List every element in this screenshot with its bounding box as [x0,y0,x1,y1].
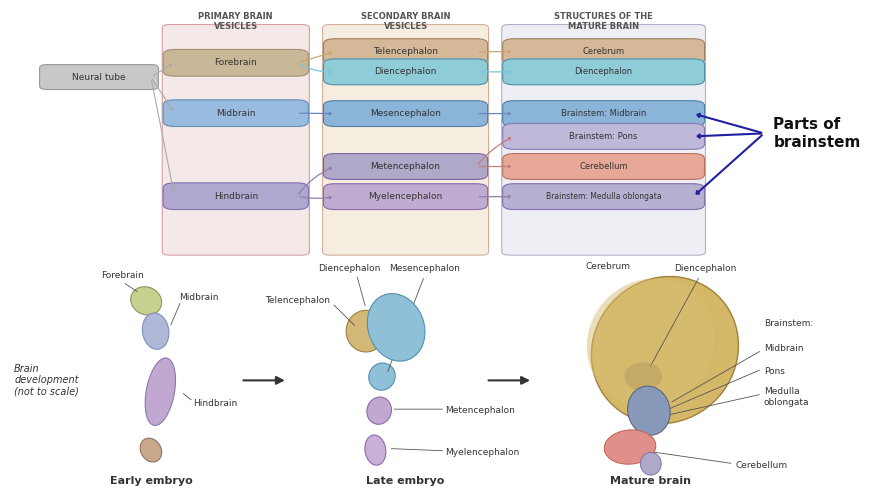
Text: Late embryo: Late embryo [366,476,444,487]
FancyBboxPatch shape [163,183,308,209]
Ellipse shape [142,313,169,349]
Text: Neural tube: Neural tube [73,73,125,82]
Ellipse shape [131,287,161,315]
Text: Hindbrain: Hindbrain [213,192,258,201]
Text: Cerebrum: Cerebrum [586,261,631,271]
Ellipse shape [641,453,661,475]
Text: Brainstem:: Brainstem: [764,319,814,328]
Text: Parts of
brainstem: Parts of brainstem [773,117,861,150]
FancyBboxPatch shape [503,39,704,65]
FancyBboxPatch shape [163,100,308,126]
Text: Telencephalon: Telencephalon [373,47,438,56]
Text: Metencephalon: Metencephalon [445,406,515,415]
FancyBboxPatch shape [39,65,159,89]
Text: Myelencephalon: Myelencephalon [445,448,520,457]
FancyBboxPatch shape [323,25,488,255]
Ellipse shape [367,293,425,361]
FancyBboxPatch shape [163,49,308,76]
Text: Midbrain: Midbrain [179,292,219,301]
Ellipse shape [346,310,386,352]
Text: Diencephalon: Diencephalon [318,264,380,273]
Text: Forebrain: Forebrain [214,58,257,67]
FancyBboxPatch shape [502,25,705,255]
Text: STRUCTURES OF THE
MATURE BRAIN: STRUCTURES OF THE MATURE BRAIN [555,12,653,31]
Text: Brainstem: Medulla oblongata: Brainstem: Medulla oblongata [546,192,661,201]
Ellipse shape [140,438,161,462]
Text: Early embryo: Early embryo [109,476,193,487]
Text: Telencephalon: Telencephalon [265,296,330,305]
Text: Midbrain: Midbrain [216,109,255,118]
FancyBboxPatch shape [323,184,487,209]
Ellipse shape [587,278,715,407]
Ellipse shape [366,397,392,424]
Text: Myelencephalon: Myelencephalon [368,192,443,201]
FancyBboxPatch shape [503,101,704,126]
Ellipse shape [365,435,386,465]
Text: Mesencephalon: Mesencephalon [389,264,460,273]
Text: Diencephalon: Diencephalon [375,67,436,77]
FancyBboxPatch shape [323,39,487,65]
Ellipse shape [591,277,738,424]
Ellipse shape [369,363,395,390]
FancyBboxPatch shape [323,154,487,179]
FancyBboxPatch shape [323,101,487,126]
Text: Hindbrain: Hindbrain [194,399,237,408]
Text: Cerebrum: Cerebrum [582,47,625,56]
Text: Pons: Pons [764,367,785,376]
Ellipse shape [627,386,670,435]
Text: PRIMARY BRAIN
VESICLES: PRIMARY BRAIN VESICLES [199,12,273,31]
Ellipse shape [604,430,656,464]
Text: Brainstem: Pons: Brainstem: Pons [570,132,638,141]
Text: Midbrain: Midbrain [764,344,804,353]
FancyBboxPatch shape [503,184,704,209]
FancyBboxPatch shape [503,124,704,149]
Text: Metencephalon: Metencephalon [371,162,441,171]
Text: Mature brain: Mature brain [610,476,692,487]
Text: Cerebellum: Cerebellum [736,461,788,470]
FancyBboxPatch shape [162,25,309,255]
Ellipse shape [145,358,176,425]
FancyBboxPatch shape [323,59,487,85]
Text: SECONDARY BRAIN
VESICLES: SECONDARY BRAIN VESICLES [361,12,451,31]
Ellipse shape [625,362,662,391]
Text: Mesencephalon: Mesencephalon [370,109,441,118]
Text: Diencephalon: Diencephalon [675,264,737,273]
FancyBboxPatch shape [503,154,704,179]
Text: Forebrain: Forebrain [101,271,144,281]
Text: Diencephalon: Diencephalon [574,67,633,77]
Text: Brainstem: Midbrain: Brainstem: Midbrain [561,109,646,118]
Text: Medulla
oblongata: Medulla oblongata [764,387,809,407]
Text: Brain
development
(not to scale): Brain development (not to scale) [14,364,79,397]
Text: Cerebellum: Cerebellum [580,162,628,171]
FancyBboxPatch shape [503,59,704,85]
